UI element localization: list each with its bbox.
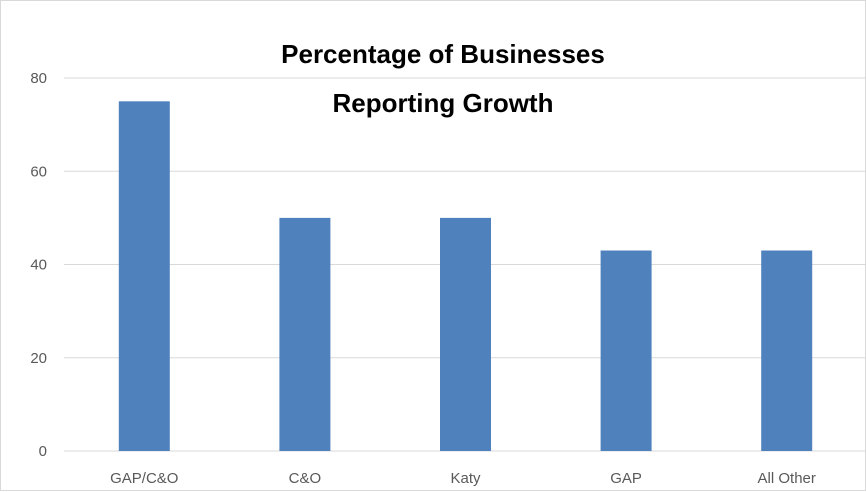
y-axis-ticks: 0 20 40 60 80 [30, 70, 47, 460]
bar [440, 217, 491, 451]
y-tick-label: 20 [30, 350, 47, 367]
bar [279, 217, 331, 451]
bar [118, 101, 170, 451]
chart-title-line-1: Percentage of Businesses [281, 39, 605, 69]
chart-title-line-2: Reporting Growth [333, 88, 554, 118]
chart-title: Percentage of Businesses Reporting Growt… [281, 39, 605, 118]
bar [600, 250, 652, 451]
x-tick-label: All Other [758, 470, 816, 487]
y-tick-label: 40 [30, 257, 47, 274]
x-tick-label: GAP [610, 470, 642, 487]
x-tick-label: Katy [450, 470, 481, 487]
x-tick-label: GAP/C&O [110, 470, 178, 487]
y-tick-label: 80 [30, 70, 47, 87]
bars [118, 101, 813, 451]
y-tick-label: 60 [30, 163, 47, 180]
x-axis-ticks: GAP/C&O C&O Katy GAP All Other [110, 470, 816, 487]
y-tick-label: 0 [39, 443, 47, 460]
x-tick-label: C&O [289, 470, 322, 487]
bar [761, 250, 813, 451]
